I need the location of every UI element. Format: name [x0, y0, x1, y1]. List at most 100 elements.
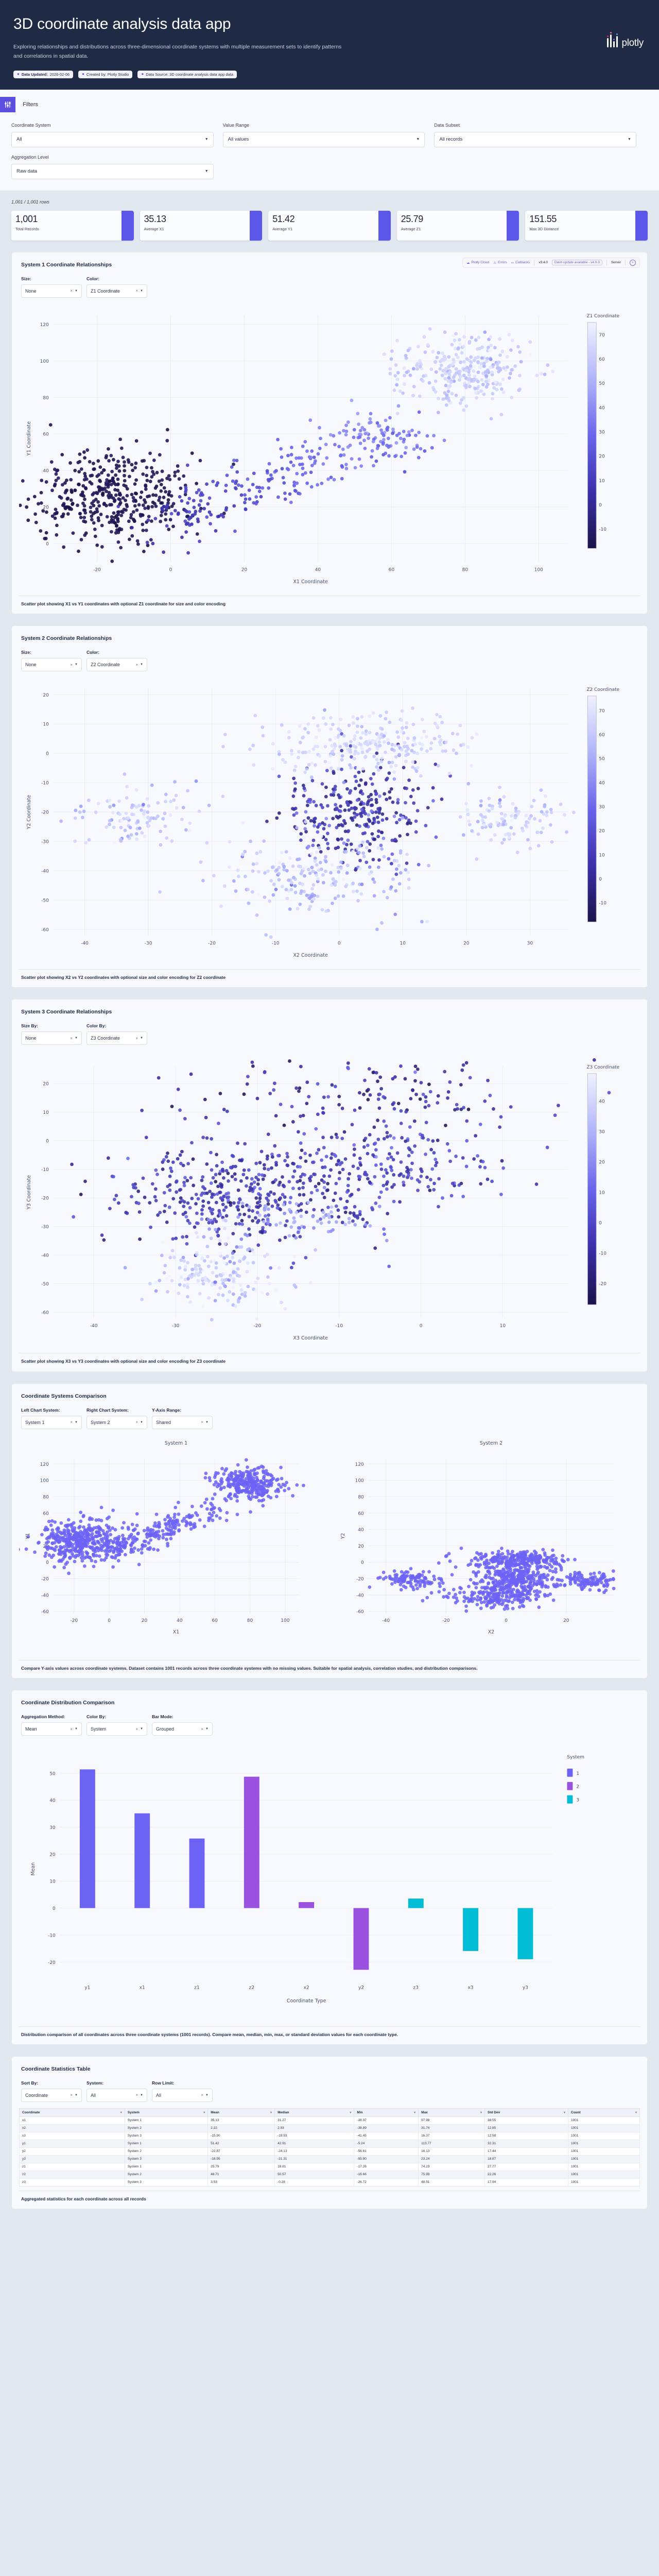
card-system-2: System 2 Coordinate Relationships Size: …	[11, 625, 648, 988]
table-row[interactable]: x2 System 2 2.22 2.93 -38.89 31.74 12.85 1001	[19, 2124, 640, 2132]
row-limit-dropdown[interactable]: All × ▼	[152, 2088, 213, 2102]
control-color-by: Color By: System × ▼	[86, 1714, 147, 1736]
clear-icon[interactable]: ×	[135, 289, 138, 294]
sort-icon: ▾	[414, 2111, 416, 2114]
table-cell: System 1	[124, 2139, 209, 2148]
table-cell: 1001	[567, 2147, 640, 2156]
table-header-count[interactable]: Count ▾	[567, 2108, 640, 2117]
clear-icon[interactable]: ×	[70, 662, 73, 667]
y-axis-range-dropdown[interactable]: Shared × ▼	[152, 1415, 213, 1429]
color-dropdown[interactable]: Z1 Coordinate × ▼	[86, 284, 147, 298]
card-footer: Aggregated statistics for each coordinat…	[19, 2190, 640, 2204]
card-distribution: Coordinate Distribution Comparison Aggre…	[11, 1690, 648, 2045]
badge-created-by: ● Created by: Plotly Studio	[78, 70, 133, 78]
svg-text:60: 60	[212, 1618, 218, 1623]
table-cell: -55.90	[354, 2155, 419, 2163]
kpi-section: 1,001 / 1,001 rows 1,001 Total Records 3…	[0, 191, 659, 252]
clear-icon[interactable]: ×	[70, 1036, 73, 1041]
left-chart-system-dropdown[interactable]: System 1 × ▼	[21, 1415, 82, 1429]
color-by-dropdown[interactable]: Z3 Coordinate × ▼	[86, 1031, 147, 1045]
table-cell: y3	[19, 2155, 125, 2163]
bar-chart-distribution[interactable]: -20 -10 0 10 20 30 40 50 y1 x1 z1 z2 x2 y2 z3 x3 y3 Coord…	[19, 1742, 640, 2022]
svg-text:-40: -40	[356, 1593, 364, 1598]
clear-icon[interactable]: ×	[135, 1726, 138, 1732]
table-cell: y2	[19, 2147, 125, 2156]
svg-text:10: 10	[500, 1324, 506, 1329]
table-row[interactable]: z2 System 2 48.71 50.57 -16.66 75.93 22.26 1001	[19, 2170, 640, 2179]
dev-errors[interactable]: ⚠ Errors	[493, 261, 507, 265]
dev-update-pill[interactable]: Dash update available - v4.0.0	[552, 260, 602, 266]
control-label: Aggregation Method:	[21, 1714, 65, 1720]
clear-icon[interactable]: ×	[70, 1420, 73, 1425]
system-dropdown[interactable]: All × ▼	[86, 2088, 147, 2102]
svg-text:-30: -30	[41, 840, 49, 845]
clear-icon[interactable]: ×	[70, 2093, 73, 2098]
table-row[interactable]: y1 System 1 51.42 42.91 -5.24 113.77 32.31 1001	[19, 2139, 640, 2148]
comparison-plots[interactable]: -60 -40 -20 0 20 40 60 80 100 120 -20 0 20 40 60 80 100 S…	[19, 1435, 640, 1656]
size-dropdown[interactable]: None × ▼	[21, 658, 82, 672]
table-header-system[interactable]: System ▾	[124, 2108, 209, 2117]
filter-aggregation-level-select[interactable]: Raw data ▼	[11, 163, 214, 179]
scatter-plot-system-1[interactable]: 0 20 40 60 80 100 120 -20 0 20 40 60 80 100 X1 Coordin…	[19, 304, 640, 591]
control-bar-mode: Bar Mode: Grouped × ▼	[152, 1714, 213, 1736]
control-color: Color: Z1 Coordinate × ▼	[86, 276, 147, 298]
aggregation-method-dropdown[interactable]: Mean × ▼	[21, 1722, 82, 1736]
table-header-mean[interactable]: Mean ▾	[207, 2108, 275, 2117]
clear-icon[interactable]: ×	[135, 662, 138, 667]
sort-by-dropdown[interactable]: Coordinate × ▼	[21, 2088, 82, 2102]
clear-icon[interactable]: ×	[135, 2093, 138, 2098]
color-dropdown[interactable]: Z2 Coordinate × ▼	[86, 658, 147, 672]
system-1-controls: Size: None × ▼ Color: Z1 Coordinate × ▼	[21, 276, 640, 298]
right-chart-system-dropdown[interactable]: System 2 × ▼	[86, 1415, 147, 1429]
table-row[interactable]: x3 System 3 -15.90 -19.93 -41.45 16.37 12.98 10…	[19, 2131, 640, 2140]
kpi-label: Average Z1	[401, 226, 421, 231]
table-row[interactable]: z1 System 1 25.79 18.81 -17.26 74.23 27.77 1001	[19, 2162, 640, 2171]
size-by-dropdown[interactable]: None × ▼	[21, 1031, 82, 1045]
scatter-plot-system-2[interactable]: -60 -50 -40 -30 -20 -10 0 10 20 -40 -30 -20 -10 0 10 20…	[19, 677, 640, 965]
dash-dev-toolbar[interactable]: ☁ Plotly Cloud ⚠ Errors ∾ Callbacks v3.4…	[462, 257, 640, 268]
table-row[interactable]: x1 System 1 35.13 31.27 -28.37 97.98 38.55 1001	[19, 2116, 640, 2125]
clear-icon[interactable]: ×	[135, 1420, 138, 1425]
table-header-min[interactable]: Min ▾	[354, 2108, 419, 2117]
table-header-max[interactable]: Max ▾	[418, 2108, 485, 2117]
table-cell: System 2	[124, 2147, 209, 2156]
kpi-card-average-z1: 25.79 Average Z1	[396, 210, 519, 241]
filter-value-range-select[interactable]: All values ▼	[222, 131, 425, 147]
dev-server[interactable]: Server	[611, 261, 621, 265]
dev-plotly-cloud[interactable]: ☁ Plotly Cloud	[466, 261, 489, 265]
svg-text:10: 10	[599, 853, 605, 858]
clear-icon[interactable]: ×	[135, 1036, 138, 1041]
filter-coordinate-system-select[interactable]: All ▼	[11, 131, 214, 147]
svg-text:0: 0	[599, 503, 602, 508]
table-row[interactable]: y3 System 3 -18.95 -21.31 -55.90 23.24 18.87 10…	[19, 2155, 640, 2163]
dev-callbacks-label: Callbacks	[515, 261, 530, 265]
filter-value: All	[16, 137, 22, 143]
table-row[interactable]: y2 System 2 -22.87 -24.13 -56.61 16.13 17.44 10…	[19, 2147, 640, 2156]
bar-mode-dropdown[interactable]: Grouped × ▼	[152, 1722, 213, 1736]
table-row[interactable]: z3 System 3 3.53 -0.28 -26.72 48.51 17.94 1001	[19, 2178, 640, 2187]
table-header-coordinate[interactable]: Coordinate ▾	[19, 2108, 125, 2117]
dropdown-value: Z3 Coordinate	[91, 1036, 120, 1041]
clear-icon[interactable]: ×	[201, 1420, 204, 1425]
svg-text:-10: -10	[335, 1324, 343, 1329]
scatter-plot-system-3[interactable]: -60 -50 -40 -30 -20 -10 0 10 20 -40 -30 -20 -10 0 10 X3…	[19, 1051, 640, 1349]
card-statistics: Coordinate Statistics Table Sort By: Coo…	[11, 2056, 648, 2209]
size-dropdown[interactable]: None × ▼	[21, 284, 82, 298]
table-header-std-dev[interactable]: Std Dev ▾	[484, 2108, 568, 2117]
svg-text:40: 40	[315, 567, 321, 572]
clear-icon[interactable]: ×	[201, 1726, 204, 1732]
table-header-median[interactable]: Median ▾	[274, 2108, 355, 2117]
dev-callbacks[interactable]: ∾ Callbacks	[511, 261, 530, 265]
table-cell: -28.37	[354, 2116, 419, 2125]
svg-text:20: 20	[43, 693, 49, 698]
chevron-right-icon[interactable]: »	[630, 259, 636, 266]
svg-text:-40: -40	[41, 1593, 49, 1598]
chevron-down-icon: ▼	[628, 138, 631, 142]
filter-data-subset-select[interactable]: All records ▼	[434, 131, 636, 147]
color-by-dropdown[interactable]: System × ▼	[86, 1722, 147, 1736]
clear-icon[interactable]: ×	[70, 289, 73, 294]
clear-icon[interactable]: ×	[70, 1726, 73, 1732]
svg-text:70: 70	[599, 708, 605, 714]
clear-icon[interactable]: ×	[201, 2093, 204, 2098]
table-cell: 51.42	[207, 2139, 275, 2148]
